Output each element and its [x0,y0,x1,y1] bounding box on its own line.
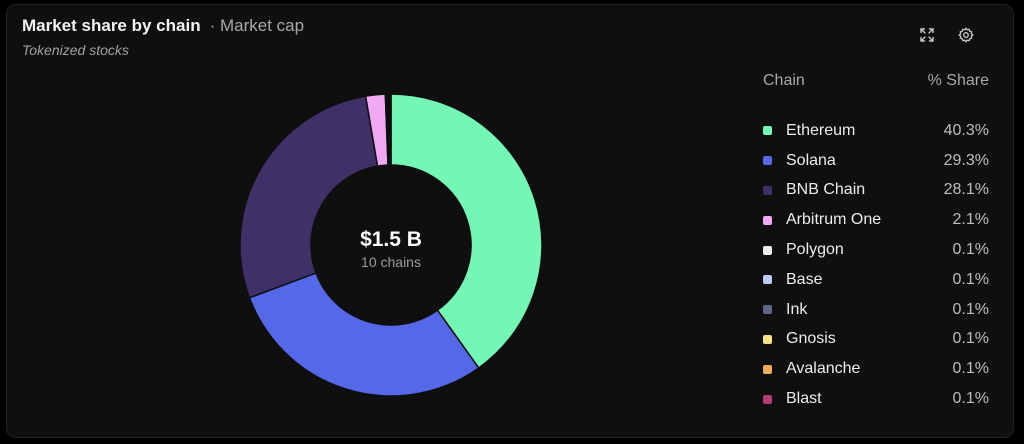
chart-subtitle: Tokenized stocks [22,42,129,58]
legend-item-arbitrum-one[interactable]: Arbitrum One 2.1% [763,205,989,235]
legend-item-solana[interactable]: Solana 29.3% [763,146,989,176]
legend-chain-share: 0.1% [952,300,989,318]
gear-icon [958,27,974,43]
legend-item-gnosis[interactable]: Gnosis 0.1% [763,325,989,355]
expand-icon [920,28,934,42]
legend-chain-name: Blast [786,390,822,408]
slice-blast[interactable] [389,93,392,166]
share-column-header: % Share [927,72,989,89]
metric-label: · Market cap [209,16,305,35]
legend-table: Chain % Share Ethereum 40.3% Solana 29.3% BN… [763,72,989,414]
legend-chain-share: 0.1% [952,270,989,288]
legend-chain-name: Arbitrum One [786,211,882,229]
legend-chain-name: BNB Chain [786,181,866,199]
legend-chain-name: Ethereum [786,121,856,139]
legend-chain-share: 0.1% [952,390,989,408]
chart-header: Market share by chain · Market cap Token… [22,16,304,58]
legend-item-polygon[interactable]: Polygon 0.1% [763,235,989,265]
legend-rows: Ethereum 40.3% Solana 29.3% BNB Chain 28.1% Ar… [763,116,989,414]
legend-item-base[interactable]: Base 0.1% [763,265,989,295]
legend-chain-share: 28.1% [943,181,989,199]
legend-chain-name: Gnosis [786,330,836,348]
legend-swatch [763,275,772,285]
legend-header: Chain % Share [763,72,989,96]
legend-item-avalanche[interactable]: Avalanche 0.1% [763,354,989,384]
chart-title: Market share by chain [22,16,201,35]
legend-swatch [763,215,772,225]
chain-column-header: Chain [763,72,805,89]
legend-swatch [763,245,772,255]
legend-chain-name: Base [786,270,823,288]
slices [239,93,543,397]
slice-solana[interactable] [248,271,480,397]
legend-item-ethereum[interactable]: Ethereum 40.3% [763,116,989,146]
legend-item-blast[interactable]: Blast 0.1% [763,384,989,414]
legend-swatch [763,394,772,404]
legend-chain-name: Polygon [786,241,844,259]
legend-item-ink[interactable]: Ink 0.1% [763,295,989,325]
expand-button[interactable] [916,24,938,46]
legend-swatch [763,156,772,166]
legend-swatch [763,334,772,344]
legend-chain-name: Ink [786,300,808,318]
legend-swatch [763,185,772,195]
legend-chain-name: Solana [786,151,836,169]
legend-chain-share: 0.1% [952,360,989,378]
title-row: Market share by chain · Market cap [22,16,304,36]
settings-button[interactable] [955,24,977,46]
center-chain-count: 10 chains [361,254,421,270]
legend-chain-share: 40.3% [943,121,989,139]
slice-ethereum[interactable] [390,93,543,369]
slice-bnb-chain[interactable] [239,95,379,299]
legend-swatch [763,364,772,374]
legend-chain-share: 0.1% [952,330,989,348]
legend-chain-share: 2.1% [952,211,989,229]
legend-swatch [763,126,772,136]
legend-chain-share: 0.1% [952,241,989,259]
legend-chain-name: Avalanche [786,360,861,378]
legend-item-bnb-chain[interactable]: BNB Chain 28.1% [763,176,989,206]
legend-swatch [763,305,772,315]
center-total-value: $1.5 B [360,228,422,251]
legend-chain-share: 29.3% [943,151,989,169]
